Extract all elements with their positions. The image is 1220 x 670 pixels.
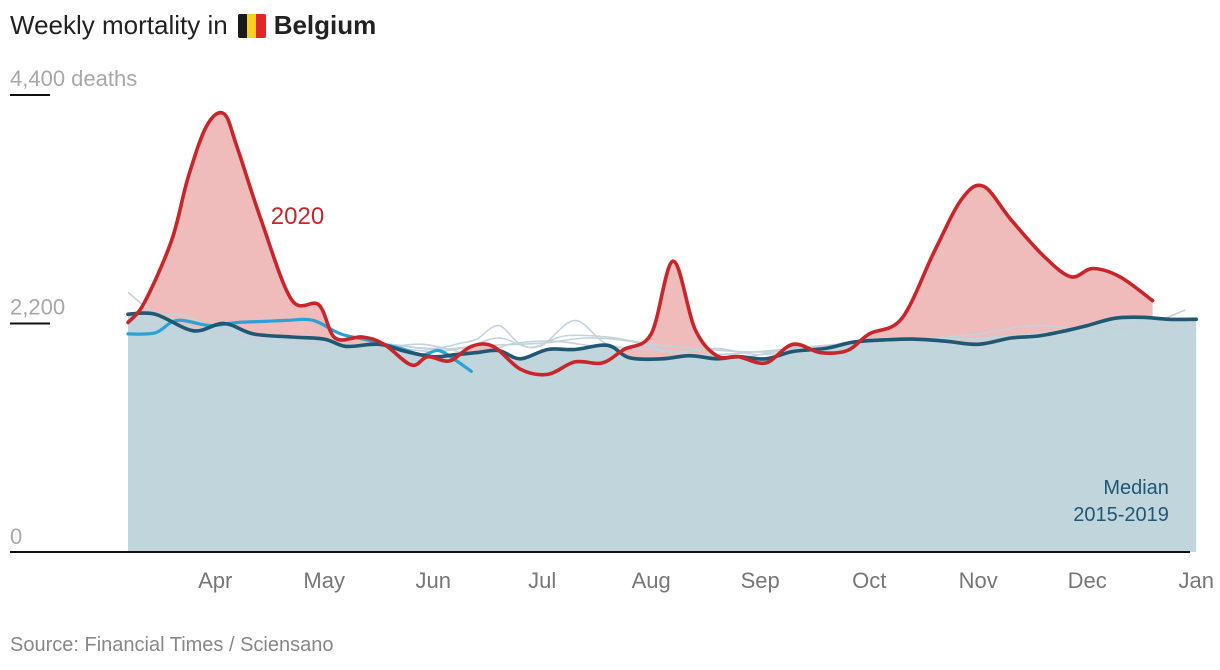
y-tick-label: 2,200	[10, 295, 65, 320]
title-country: Belgium	[273, 10, 377, 40]
x-tick-label-jun: Jun	[415, 568, 450, 593]
belgium-flag-icon	[237, 13, 266, 38]
x-tick-label-may: May	[303, 568, 345, 593]
annotation-median: Median	[1103, 477, 1169, 499]
mortality-chart: 4,400 deaths 2,200 0 Apr May Jun Jul Aug Sep Oct N…	[10, 66, 1214, 593]
x-tick-label-oct: Oct	[852, 568, 886, 593]
annotation-2020: 2020	[271, 203, 324, 230]
chart-title: Weekly mortality in Belgium	[10, 10, 376, 41]
line-2020	[126, 110, 1155, 377]
x-tick-label-apr: Apr	[198, 568, 232, 593]
line-2016	[127, 309, 1186, 356]
x-tick-label-dec: Dec	[1068, 568, 1107, 593]
source-note: Source: Financial Times / Sciensano	[10, 634, 334, 656]
x-tick-label-jul: Jul	[528, 568, 556, 593]
flag-stripe	[247, 13, 257, 38]
area-median	[128, 312, 1197, 552]
x-tick-label-sep: Sep	[741, 568, 780, 593]
flag-stripe	[237, 13, 248, 38]
line-2021	[126, 317, 473, 373]
line-median	[126, 311, 1198, 362]
x-tick-label-aug: Aug	[632, 568, 671, 593]
x-tick-label-jan: Jan	[1178, 568, 1213, 593]
line-2017	[127, 322, 1197, 353]
y-tick-label: 0	[10, 524, 22, 549]
x-tick-label-nov: Nov	[959, 568, 998, 593]
y-tick-label: 4,400 deaths	[10, 66, 137, 91]
title-prefix: Weekly mortality in	[10, 10, 228, 40]
annotation-median-years: 2015-2019	[1073, 504, 1169, 526]
flag-stripe	[256, 13, 266, 38]
